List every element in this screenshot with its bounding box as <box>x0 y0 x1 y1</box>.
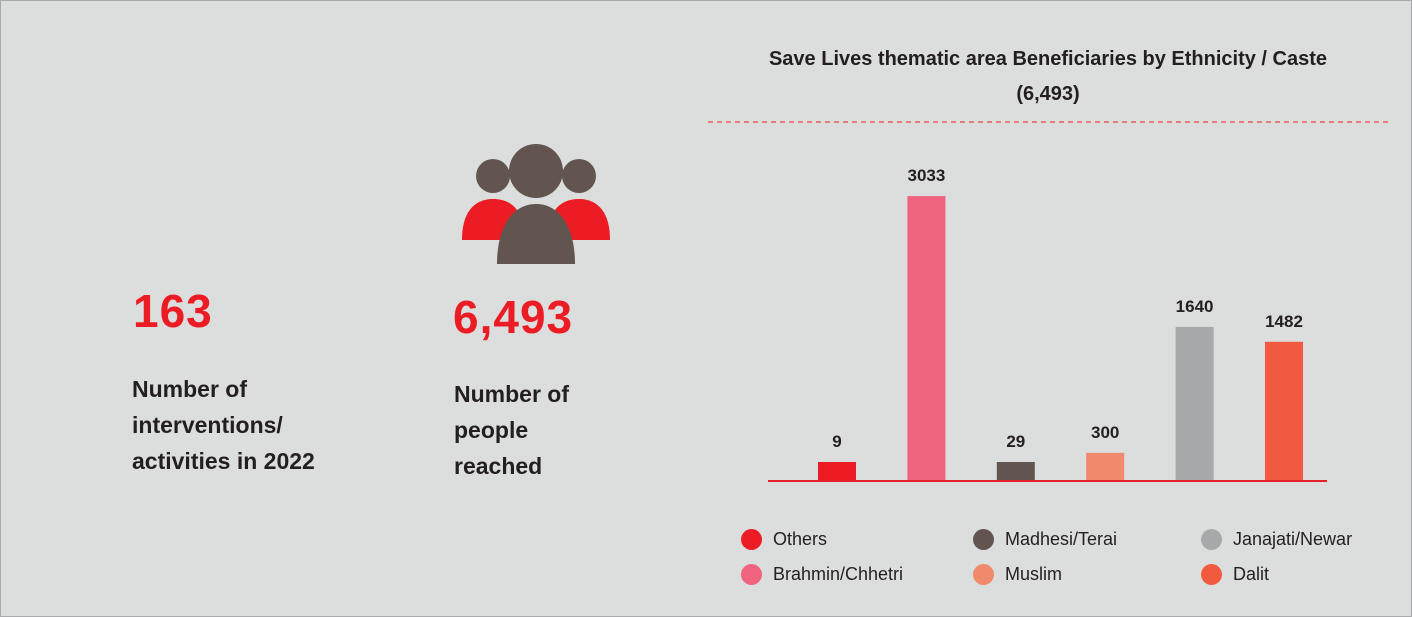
data-label-dalit: 1482 <box>1265 312 1303 331</box>
right-person-head <box>562 159 596 193</box>
people-reached-label: Number of people reached <box>454 381 569 479</box>
legend-item: Dalit <box>1201 562 1269 586</box>
left-person-head <box>476 159 510 193</box>
data-label-madhesi-terai: 29 <box>1006 432 1025 451</box>
legend-label: Dalit <box>1233 563 1270 584</box>
interventions-count: 163 <box>133 285 213 337</box>
legend-swatch <box>741 528 762 550</box>
bar-janajati-newar <box>1175 326 1214 481</box>
bar-others <box>818 462 856 481</box>
chart-title: Save Lives thematic area Beneficiaries b… <box>768 48 1328 105</box>
data-label-janajati-newar: 1640 <box>1176 297 1214 316</box>
data-label-muslim: 300 <box>1091 423 1119 442</box>
bar-muslim <box>1086 452 1125 481</box>
legend-item: Others <box>741 527 827 551</box>
data-label-brahmin-chhetri: 3033 <box>907 166 945 185</box>
people-group-icon <box>462 144 610 264</box>
center-person-body <box>497 204 575 264</box>
interventions-label: Number of interventions/ activities in 2… <box>132 376 315 474</box>
legend-item: Janajati/Newar <box>1201 527 1352 551</box>
legend-item: Brahmin/Chhetri <box>741 562 903 586</box>
legend-item: Madhesi/Terai <box>973 527 1117 551</box>
legend-swatch <box>1201 528 1222 550</box>
legend-item: Muslim <box>973 562 1062 586</box>
legend-label: Janajati/Newar <box>1233 528 1353 549</box>
bar-dalit <box>1265 341 1303 481</box>
data-label-others: 9 <box>832 432 841 451</box>
legend-label: Muslim <box>1005 563 1062 584</box>
bar-brahmin-chhetri <box>907 196 946 481</box>
center-person-head <box>509 144 563 198</box>
legend-swatch <box>741 563 762 585</box>
legend-swatch <box>973 528 994 550</box>
bar-madhesi-terai <box>996 462 1035 481</box>
legend-label: Others <box>773 528 828 549</box>
people-reached-count: 6,493 <box>453 291 574 343</box>
legend-label: Brahmin/Chhetri <box>773 563 904 584</box>
legend-label: Madhesi/Terai <box>1005 528 1118 549</box>
legend-swatch <box>973 563 994 585</box>
legend-swatch <box>1201 563 1222 585</box>
